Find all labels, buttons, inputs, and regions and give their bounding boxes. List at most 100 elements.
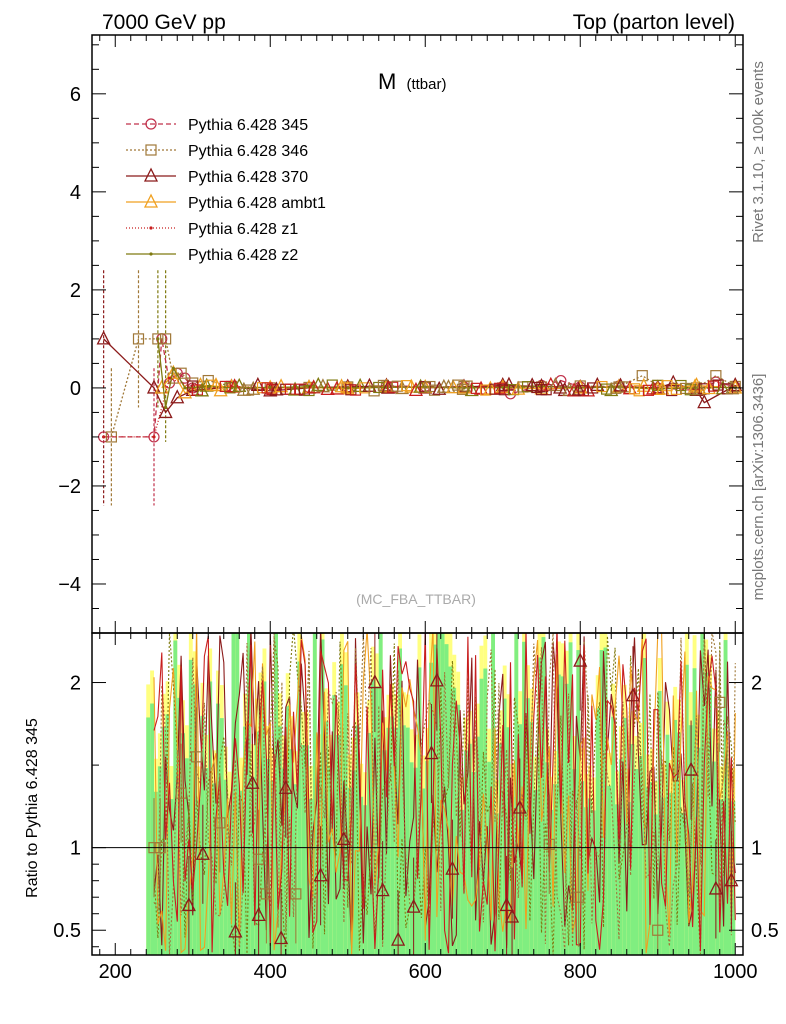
series-marker-dense [587,382,599,394]
ratio-series-line [153,633,736,948]
ratio-point-marker [367,674,382,689]
ratio-band-green [630,744,635,955]
ratio-point-marker [429,672,444,687]
series-marker [152,435,156,439]
ratio-band-green [452,687,457,955]
ratio-band-green [243,726,247,955]
ratio-band-green [557,674,561,955]
ratio-point-marker [424,745,439,760]
series-marker [697,394,712,409]
ratio-band-green [258,705,263,955]
series-marker-dense [692,380,707,396]
ratio-band-green [715,743,720,955]
series-marker-dense [199,377,214,392]
ratio-band-green [413,767,418,955]
ratio-band-green [340,664,344,955]
ratio-band-green [351,770,356,955]
ratio-band-green [460,809,464,955]
ratio-band-green [367,732,371,955]
series-line [103,377,736,438]
ratio-point-marker [724,872,739,887]
y-tick-label: 2 [70,280,81,302]
ratio-band-green [646,787,650,955]
series-marker-dense [306,379,321,394]
ratio-point-marker [195,845,210,860]
ratio-point-marker [652,924,664,936]
series-marker [171,366,175,370]
ratio-band-green [444,644,449,955]
legend-label: Pythia 6.428 z1 [188,221,298,238]
ratio-series-lines [153,633,736,955]
series-marker-dense [701,380,716,395]
ratio-point-marker [278,779,293,794]
ratio-tick-label-right: 1 [751,838,762,860]
ratio-band-green [696,747,701,955]
ratio-band-green [398,648,402,955]
series-marker-dense [284,383,296,395]
series-line [103,338,736,414]
series-marker-dense [380,379,396,394]
mcplots-label: mcplots.cern.ch [arXiv:1306.3436] [750,374,767,601]
ratio-band-green [390,716,395,955]
ratio-point-marker [375,882,390,897]
ratio-band-green [188,659,193,955]
ratio-band-green [533,789,538,955]
ratio-point-marker [260,888,272,900]
ratio-band-green [549,809,554,955]
ratio-band-green [235,633,240,955]
axes-ticks: 200 400 600 800 1000 −4 −2 0 2 4 6 0.5 0.5 1 1 2 2 [53,35,779,983]
rivet-version-label: Rivet 3.1.10, ≥ 100k events [750,61,767,243]
ratio-point-marker [175,787,187,799]
ratio-point-marker [191,751,203,763]
series-marker-dense [432,380,447,395]
ratio-band-green [250,777,255,955]
ratio-band-green [278,726,282,955]
y-tick-label: −4 [58,574,81,596]
legend-label: Pythia 6.428 370 [188,169,308,186]
ratio-band-green [223,779,228,955]
y-tick-label: −2 [58,476,81,498]
ratio-band-green [429,662,433,955]
series-marker-dense [349,384,362,396]
x-tick-label: 600 [409,961,442,983]
ratio-band-green [588,798,592,955]
series-marker-dense [461,380,473,392]
ratio-band-green [638,755,643,955]
ratio-point-marker [512,799,527,814]
ratio-band-green [626,801,631,955]
ratio-band-green [405,727,410,955]
ratio-point-marker [504,908,520,923]
legend-marker [145,118,157,130]
legend-label: Pythia 6.428 ambt1 [188,195,326,212]
ratio-band-green [471,772,476,955]
ratio-band-green [467,743,472,955]
ratio-band-green [634,769,639,955]
series-marker-dense [194,382,210,397]
y-tick-label: 6 [70,84,81,106]
ratio-band-green [650,782,654,955]
ratio-band-green [440,633,445,955]
series-marker-dense [246,380,261,395]
ratio-markers [148,633,739,955]
plot-title-sub: (ttbar) [406,76,446,93]
ratio-band-green [615,804,619,955]
legend-marker [145,144,157,156]
ratio-tick-label-left: 2 [70,673,81,695]
ratio-band-green [328,767,333,955]
series-marker-dense [208,377,224,392]
ratio-series-line [153,633,736,954]
ratio-band-green [681,812,685,955]
ratio-point-marker [684,761,699,776]
ratio-point-marker [181,897,196,912]
series-marker [132,333,145,345]
ratio-band-green [231,633,236,955]
ratio-band-green [448,666,453,955]
ratio-band-green [653,814,658,955]
series-marker-dense [646,380,661,395]
ratio-tick-label-left: 1 [70,838,81,860]
legend-label: Pythia 6.428 z2 [188,247,298,264]
ratio-band-green [227,804,232,955]
ratio-band-green [301,744,306,955]
ratio-band-green [572,769,577,955]
